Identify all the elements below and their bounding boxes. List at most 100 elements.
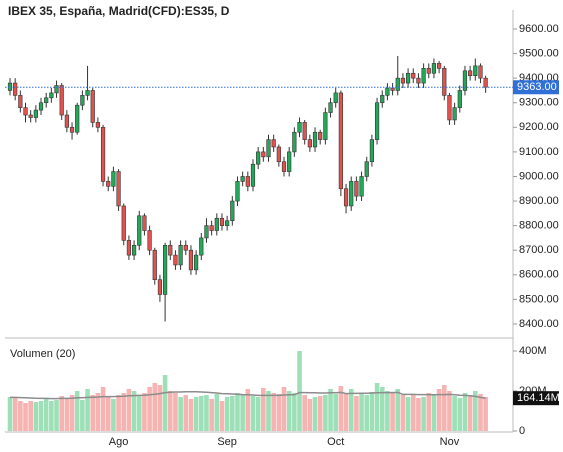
candle-body xyxy=(302,122,307,140)
volume-bar xyxy=(379,387,385,431)
volume-bar xyxy=(38,401,44,431)
candle-body xyxy=(426,68,431,74)
volume-bar xyxy=(473,391,478,431)
candle-body xyxy=(121,205,126,241)
volume-bar xyxy=(157,385,163,431)
candle-body xyxy=(256,151,261,165)
y-tick-label: 9500.00 xyxy=(519,47,559,59)
volume-bar xyxy=(167,391,173,431)
volume-bar xyxy=(348,389,354,431)
volume-bar xyxy=(400,395,406,431)
volume-bar xyxy=(369,392,375,431)
volume-bar xyxy=(43,399,49,431)
candle-body xyxy=(343,188,349,207)
volume-bar xyxy=(214,394,220,431)
volume-bar xyxy=(224,397,230,431)
volume-bar xyxy=(323,395,328,431)
candle-body xyxy=(59,85,64,116)
volume-bar xyxy=(333,394,339,431)
ma-box xyxy=(513,391,559,406)
volume-bar xyxy=(302,395,307,431)
volume-bar xyxy=(395,389,401,431)
volume-bar xyxy=(80,400,85,431)
candle-body xyxy=(380,95,385,104)
volume-bar xyxy=(317,396,323,431)
candle-body xyxy=(390,87,395,91)
candle-body xyxy=(447,95,452,121)
candle-body xyxy=(338,92,343,190)
candle-body xyxy=(452,107,457,121)
volume-bar xyxy=(198,396,204,431)
volume-bar xyxy=(54,400,59,431)
candle-body xyxy=(126,240,132,256)
candle-body xyxy=(354,181,359,197)
candle-body xyxy=(28,114,33,118)
y-tick-label: 8400.00 xyxy=(519,318,559,330)
volume-bar xyxy=(261,388,266,431)
candle-body xyxy=(281,161,287,172)
candle-body xyxy=(328,102,333,113)
volume-bar xyxy=(126,389,132,431)
candle-body xyxy=(168,244,173,256)
y-tick-label: 9600.00 xyxy=(519,23,559,35)
candle-body xyxy=(442,68,447,96)
last-price-box xyxy=(513,80,559,95)
volume-bar xyxy=(436,389,442,431)
candle-body xyxy=(111,171,116,187)
volume-bar xyxy=(312,397,318,431)
candle-body xyxy=(214,217,219,231)
candle-body xyxy=(437,63,442,69)
volume-bar xyxy=(292,393,297,431)
y-tick-label: 400M xyxy=(519,345,547,357)
candle-body xyxy=(318,131,323,140)
volume-bar xyxy=(23,403,28,431)
candle-body xyxy=(44,97,49,104)
last-price-label: 9363.00 xyxy=(517,81,557,93)
candle-body xyxy=(359,176,364,197)
candle-body xyxy=(261,151,266,158)
volume-bar xyxy=(188,399,194,431)
candle-body xyxy=(199,237,204,256)
volume-bar xyxy=(152,383,158,431)
volume-bar xyxy=(111,399,116,431)
volume-bar xyxy=(85,389,90,431)
volume-bar xyxy=(28,401,33,431)
candle-body xyxy=(431,63,437,74)
candle-body xyxy=(297,122,302,133)
volume-bar xyxy=(390,393,395,431)
candle-body xyxy=(106,181,111,187)
volume-bar xyxy=(74,391,80,431)
volume-bar xyxy=(255,397,261,431)
volume-bar xyxy=(193,397,199,431)
volume-bar xyxy=(250,396,256,431)
candle-body xyxy=(147,230,152,251)
volume-bar xyxy=(286,391,292,431)
candle-body xyxy=(349,181,354,207)
candle-body xyxy=(33,109,38,118)
y-tick-label: 8600.00 xyxy=(519,269,559,281)
candle-body xyxy=(178,244,183,266)
volume-bar xyxy=(49,401,54,431)
volume-bar xyxy=(328,389,333,431)
candle-body xyxy=(13,82,18,96)
volume-bar xyxy=(209,399,214,431)
volume-bar xyxy=(90,395,96,431)
candle-body xyxy=(225,220,230,226)
candle-body xyxy=(49,92,54,99)
candle-body xyxy=(312,131,318,148)
candle-body xyxy=(395,77,400,91)
volume-bar xyxy=(116,395,121,431)
candle-body xyxy=(323,112,328,140)
candle-body xyxy=(266,139,271,158)
candle-body xyxy=(90,90,95,123)
volume-title: Volumen (20) xyxy=(10,348,75,360)
volume-bar xyxy=(359,393,364,431)
candle-body xyxy=(116,171,121,207)
candle-body xyxy=(188,249,194,271)
y-tick-label: 0 xyxy=(519,425,525,437)
volume-bar xyxy=(147,387,152,431)
volume-bar xyxy=(416,398,421,431)
volume-bar xyxy=(483,397,488,431)
volume-bar xyxy=(338,386,344,431)
candle-body xyxy=(235,181,240,202)
